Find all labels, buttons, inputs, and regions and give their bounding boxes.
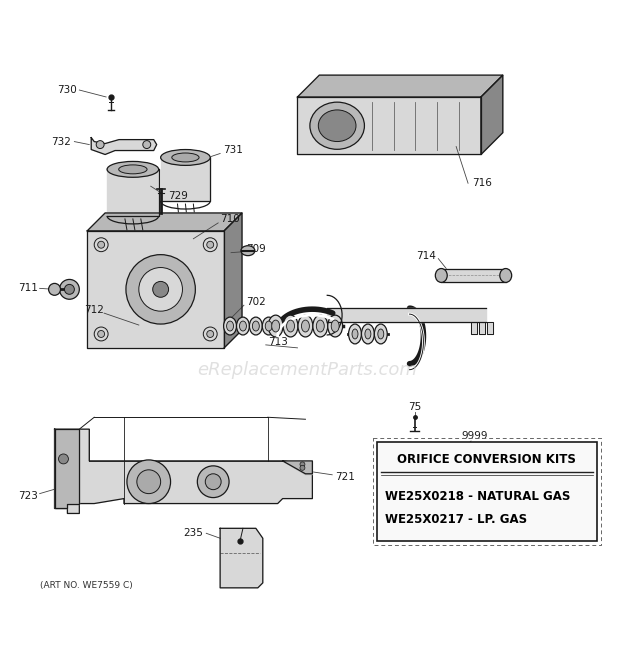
- Text: WE25X0217 - LP. GAS: WE25X0217 - LP. GAS: [385, 513, 527, 526]
- Circle shape: [94, 238, 108, 252]
- Polygon shape: [107, 169, 159, 216]
- Ellipse shape: [272, 320, 280, 332]
- Ellipse shape: [118, 165, 147, 174]
- Ellipse shape: [310, 102, 365, 149]
- Polygon shape: [87, 213, 242, 231]
- Polygon shape: [55, 429, 79, 508]
- Text: 9999: 9999: [461, 431, 487, 441]
- Text: 730: 730: [58, 85, 78, 95]
- Polygon shape: [327, 308, 486, 322]
- Ellipse shape: [352, 329, 358, 339]
- Ellipse shape: [172, 153, 199, 162]
- Ellipse shape: [107, 161, 159, 177]
- Text: ORIFICE CONVERSION KITS: ORIFICE CONVERSION KITS: [397, 453, 577, 467]
- Circle shape: [143, 141, 151, 149]
- Ellipse shape: [316, 320, 324, 332]
- Circle shape: [205, 474, 221, 490]
- Circle shape: [98, 241, 105, 248]
- Ellipse shape: [331, 320, 339, 332]
- Circle shape: [98, 330, 105, 338]
- Circle shape: [153, 282, 169, 297]
- Ellipse shape: [224, 317, 236, 335]
- Ellipse shape: [262, 317, 275, 335]
- Polygon shape: [298, 97, 481, 155]
- Polygon shape: [471, 322, 477, 334]
- Ellipse shape: [365, 329, 371, 339]
- Circle shape: [206, 241, 214, 248]
- Polygon shape: [220, 528, 263, 588]
- Text: 714: 714: [417, 251, 436, 260]
- Polygon shape: [161, 157, 210, 201]
- Circle shape: [300, 465, 305, 471]
- Ellipse shape: [286, 320, 294, 332]
- Ellipse shape: [500, 268, 511, 282]
- Circle shape: [197, 466, 229, 498]
- Circle shape: [203, 327, 217, 341]
- Polygon shape: [283, 461, 312, 474]
- Polygon shape: [479, 322, 485, 334]
- Circle shape: [206, 330, 214, 338]
- Text: 75: 75: [408, 403, 421, 412]
- Ellipse shape: [236, 317, 249, 335]
- Text: 713: 713: [268, 337, 288, 347]
- Text: (ART NO. WE7559 C): (ART NO. WE7559 C): [40, 581, 133, 590]
- Text: WE25X0218 - NATURAL GAS: WE25X0218 - NATURAL GAS: [385, 490, 570, 503]
- Ellipse shape: [249, 317, 262, 335]
- Ellipse shape: [161, 149, 210, 165]
- Circle shape: [58, 454, 68, 464]
- Circle shape: [64, 284, 74, 294]
- Ellipse shape: [239, 321, 246, 331]
- Circle shape: [300, 462, 305, 467]
- Ellipse shape: [298, 315, 313, 337]
- Ellipse shape: [361, 324, 374, 344]
- Ellipse shape: [265, 321, 272, 331]
- Polygon shape: [298, 75, 503, 97]
- Text: 716: 716: [472, 178, 492, 188]
- Text: 711: 711: [18, 284, 38, 293]
- Ellipse shape: [268, 315, 283, 337]
- Circle shape: [139, 268, 182, 311]
- Polygon shape: [481, 75, 503, 155]
- FancyBboxPatch shape: [377, 442, 597, 541]
- Ellipse shape: [252, 321, 259, 331]
- Circle shape: [48, 284, 61, 295]
- Text: 732: 732: [51, 137, 71, 147]
- Circle shape: [127, 460, 170, 504]
- Text: 235: 235: [184, 528, 203, 538]
- Circle shape: [96, 141, 104, 149]
- Ellipse shape: [283, 315, 298, 337]
- Polygon shape: [55, 429, 312, 514]
- Polygon shape: [441, 268, 506, 282]
- Ellipse shape: [378, 329, 384, 339]
- Text: 723: 723: [18, 490, 38, 500]
- Ellipse shape: [328, 315, 343, 337]
- Text: 712: 712: [84, 305, 104, 315]
- Text: eReplacementParts.com: eReplacementParts.com: [198, 361, 417, 379]
- Circle shape: [137, 470, 161, 494]
- Ellipse shape: [313, 315, 328, 337]
- Circle shape: [203, 238, 217, 252]
- Text: 702: 702: [246, 297, 266, 307]
- Text: 729: 729: [169, 191, 188, 201]
- Polygon shape: [224, 213, 242, 348]
- Ellipse shape: [241, 246, 255, 256]
- Ellipse shape: [226, 321, 234, 331]
- Ellipse shape: [374, 324, 388, 344]
- Polygon shape: [298, 133, 503, 155]
- Text: 709: 709: [246, 244, 266, 254]
- Ellipse shape: [301, 320, 309, 332]
- Text: 710: 710: [220, 214, 240, 224]
- Circle shape: [126, 254, 195, 324]
- Polygon shape: [87, 231, 224, 348]
- Ellipse shape: [348, 324, 361, 344]
- Text: 731: 731: [223, 145, 243, 155]
- Text: 704: 704: [278, 318, 298, 328]
- Ellipse shape: [435, 268, 447, 282]
- Circle shape: [94, 327, 108, 341]
- Circle shape: [60, 280, 79, 299]
- Ellipse shape: [318, 110, 356, 141]
- Polygon shape: [91, 137, 157, 155]
- Text: 721: 721: [335, 472, 355, 482]
- Polygon shape: [487, 322, 493, 334]
